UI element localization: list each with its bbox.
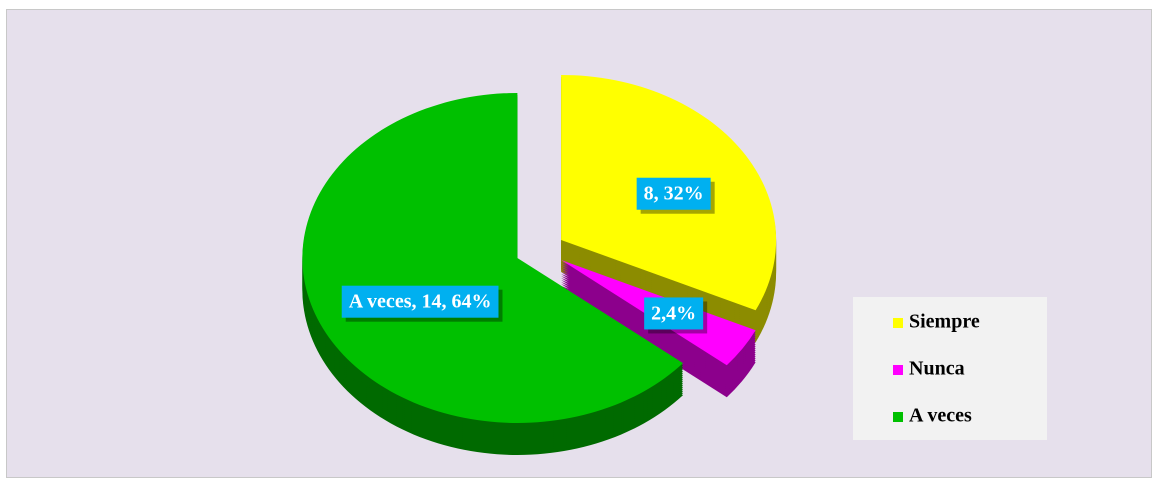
data-label-box: [636, 177, 711, 210]
legend-swatch: [893, 318, 903, 328]
legend-label: Siempre: [909, 311, 980, 333]
data-label: 2,4%: [651, 302, 696, 324]
legend-label: Nunca: [909, 358, 965, 380]
legend-swatch: [893, 412, 903, 422]
data-label: 8, 32%: [644, 183, 704, 205]
legend-swatch: [893, 365, 903, 375]
data-label-box: [644, 297, 704, 330]
data-label-box: [341, 285, 499, 318]
slice: [302, 92, 684, 423]
data-label: A veces, 14, 64%: [349, 291, 492, 313]
legend: [853, 297, 1047, 440]
legend-label: A veces: [909, 405, 972, 427]
